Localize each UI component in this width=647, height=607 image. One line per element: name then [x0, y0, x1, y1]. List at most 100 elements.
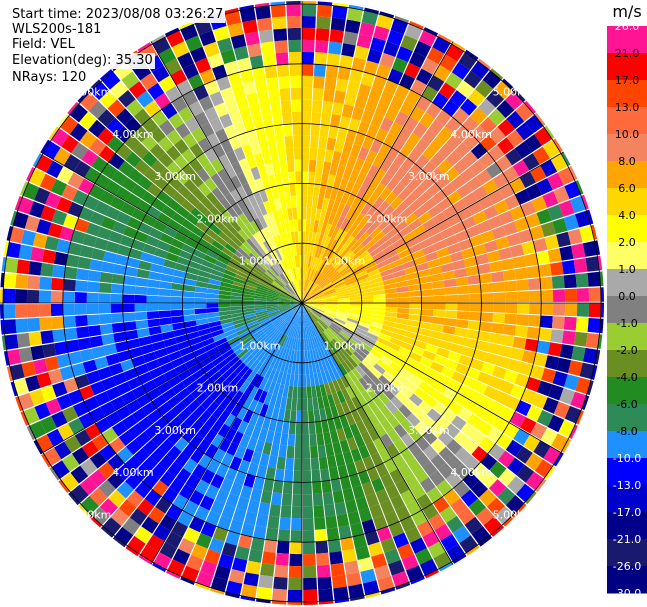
range-gate — [94, 391, 111, 407]
range-gate — [544, 465, 556, 480]
range-gate — [224, 192, 237, 207]
range-gate — [306, 374, 311, 387]
range-gate — [79, 130, 97, 149]
range-gate — [258, 502, 271, 516]
range-gate — [218, 553, 234, 569]
range-gate — [32, 153, 43, 168]
range-gate — [371, 281, 384, 288]
range-gate — [315, 540, 329, 554]
range-gate — [146, 205, 162, 220]
range-gate — [502, 324, 517, 336]
range-gate — [78, 206, 95, 222]
range-gate — [573, 258, 588, 274]
range-gate — [160, 273, 174, 283]
range-gate — [390, 196, 404, 210]
range-gate — [293, 294, 302, 303]
range-gate — [276, 358, 284, 372]
range-gate — [281, 309, 293, 318]
range-gate — [502, 221, 518, 236]
range-gate — [278, 303, 291, 306]
range-gate — [283, 287, 294, 296]
range-gate — [4, 257, 19, 273]
range-gate — [148, 326, 162, 336]
range-gate — [194, 57, 212, 74]
range-gate — [552, 217, 568, 234]
range-gate — [44, 356, 60, 372]
range-gate — [553, 401, 570, 419]
range-gate — [185, 325, 199, 334]
range-gate — [296, 267, 300, 280]
range-gate — [315, 208, 322, 222]
range-gate — [497, 487, 516, 506]
range-gate — [302, 517, 314, 531]
range-gate — [262, 478, 274, 493]
range-gate — [287, 337, 293, 350]
range-gate — [364, 98, 379, 113]
range-gate — [256, 598, 271, 604]
range-gate — [376, 235, 389, 247]
range-gate — [413, 205, 428, 219]
range-gate — [227, 386, 239, 400]
range-gate — [224, 352, 237, 364]
range-gate — [307, 398, 314, 411]
range-gate — [278, 304, 291, 307]
range-gate — [369, 210, 382, 223]
range-gate — [285, 336, 291, 349]
range-gate — [493, 292, 506, 303]
range-gate — [354, 365, 367, 378]
range-gate — [486, 89, 505, 108]
range-gate — [170, 289, 183, 297]
range-gate — [369, 325, 382, 333]
range-gate — [166, 129, 182, 145]
range-gate — [350, 143, 362, 158]
range-gate — [157, 354, 171, 367]
range-gate — [422, 374, 437, 388]
range-gate — [357, 345, 370, 356]
range-gate — [210, 473, 225, 489]
range-gate — [171, 41, 190, 58]
range-gate — [493, 199, 510, 215]
range-gate — [297, 303, 302, 315]
range-gate — [364, 530, 380, 546]
range-gate — [287, 601, 302, 605]
range-gate — [267, 212, 276, 225]
range-gate — [472, 404, 489, 420]
range-gate — [325, 301, 338, 303]
range-gate — [297, 386, 302, 399]
range-gate — [271, 282, 283, 290]
range-gate — [260, 563, 275, 577]
range-gate — [102, 517, 122, 536]
range-gate — [287, 232, 293, 245]
range-gate — [361, 235, 373, 247]
range-gate — [253, 401, 264, 415]
range-gate — [302, 293, 310, 303]
range-gate — [270, 329, 280, 341]
range-gate — [305, 219, 311, 232]
range-gate — [188, 516, 205, 533]
range-gate — [329, 430, 340, 444]
range-gate — [158, 288, 172, 297]
range-gate — [312, 88, 324, 101]
range-gate — [525, 452, 543, 471]
range-gate — [393, 327, 406, 336]
range-gate — [170, 69, 188, 86]
range-gate — [376, 526, 393, 542]
range-gate — [277, 184, 285, 198]
range-gate — [87, 314, 100, 326]
range-gate — [294, 231, 299, 244]
range-gate — [302, 446, 311, 459]
range-gate — [335, 335, 347, 346]
range-gate — [242, 448, 254, 463]
range-gate — [370, 139, 383, 154]
range-gate — [186, 193, 201, 207]
range-gate — [77, 256, 92, 270]
range-gate — [302, 303, 310, 313]
range-gate — [352, 534, 368, 549]
range-gate — [33, 358, 48, 375]
range-gate — [244, 31, 260, 46]
range-gate — [251, 329, 264, 339]
range-gate — [314, 258, 322, 271]
range-gate — [237, 393, 249, 407]
range-gate — [402, 231, 416, 243]
range-gate — [422, 530, 440, 548]
